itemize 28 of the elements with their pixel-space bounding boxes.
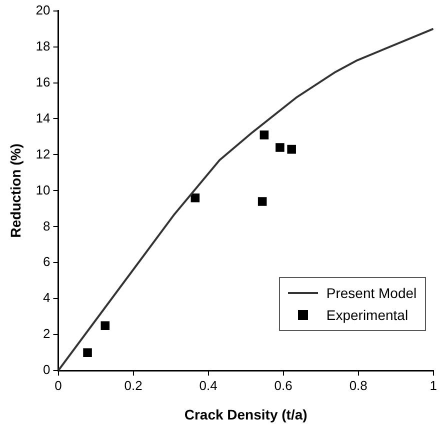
y-tick-label: 20	[36, 2, 50, 18]
legend-label: Experimental	[326, 306, 408, 323]
y-tick-label: 18	[36, 38, 50, 54]
y-tick-label: 8	[43, 218, 50, 234]
x-tick-label: 1	[430, 378, 437, 393]
x-tick-label: 0	[54, 378, 62, 393]
y-tick-label: 4	[43, 290, 50, 306]
point	[276, 143, 284, 152]
y-tick-label: 0	[43, 362, 50, 378]
x-tick-label: 0.6	[274, 378, 292, 393]
point	[287, 144, 296, 154]
y-tick-label: 16	[36, 74, 50, 90]
y-tick-label: 2	[43, 326, 50, 342]
y-axis-title: Reduction (%)	[7, 144, 24, 238]
x-axis-title: Crack Density (t/a)	[184, 406, 308, 422]
point	[83, 348, 92, 357]
y-tick-label: 10	[36, 182, 50, 198]
point	[100, 321, 110, 330]
x-tick-label: 0.4	[199, 378, 218, 393]
legend-label: Present Model	[326, 284, 417, 301]
x-tick-label: 0.2	[124, 378, 142, 393]
point	[190, 194, 200, 202]
y-tick-label: 14	[36, 110, 50, 126]
y-tick-label: 12	[36, 146, 50, 162]
point	[258, 197, 267, 206]
y-tick-label: 6	[43, 254, 50, 270]
x-tick-label: 0.8	[349, 378, 368, 393]
point	[260, 130, 269, 140]
